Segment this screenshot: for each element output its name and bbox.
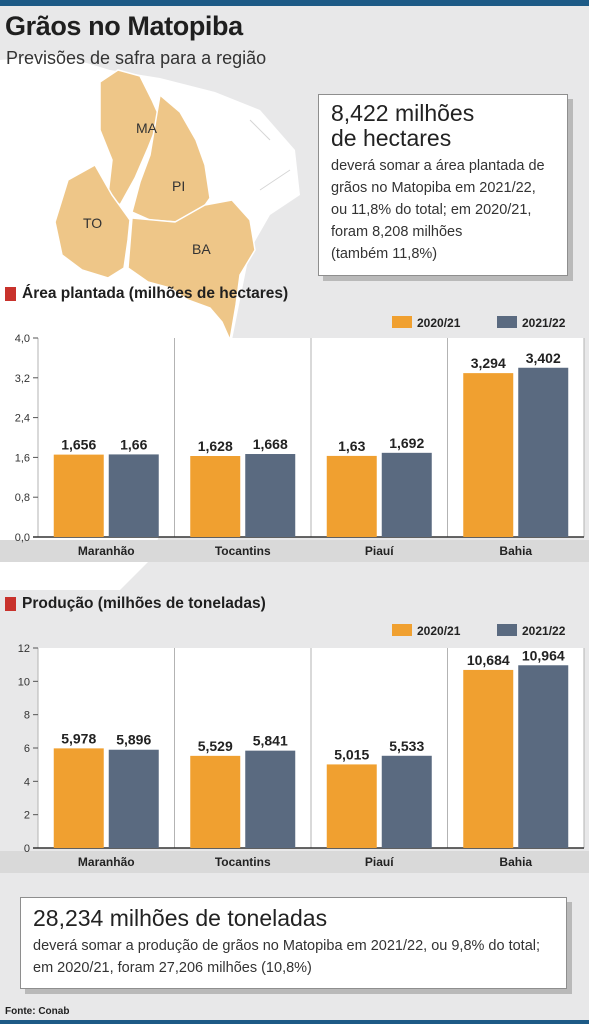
state-label-pi: PI [172, 178, 186, 194]
category-label: Tocantins [215, 855, 271, 869]
y-tick-label: 2 [24, 810, 30, 822]
callout-line: deverá somar a produção de grãos no Mato… [33, 938, 541, 954]
state-label-to: TO [83, 215, 103, 231]
legend-swatch [392, 316, 412, 328]
y-tick-label: 0,0 [15, 532, 30, 544]
chart-1-title: Área plantada (milhões de hectares) [22, 285, 289, 302]
bar [463, 373, 514, 537]
state-label-ma: MA [136, 120, 157, 136]
bar [53, 748, 104, 848]
bar-value-label: 1,63 [338, 438, 365, 454]
bar-value-label: 1,668 [253, 436, 288, 452]
bar [245, 750, 296, 848]
y-tick-label: 3,2 [15, 373, 30, 385]
bar-value-label: 1,692 [389, 435, 424, 451]
legend-swatch [497, 316, 517, 328]
heading-marker [5, 287, 16, 301]
category-strip [0, 851, 589, 873]
source-note: Fonte: Conab [5, 1006, 70, 1017]
y-tick-label: 4,0 [15, 333, 30, 345]
category-label: Maranhão [78, 544, 135, 558]
bar-value-label: 10,964 [522, 647, 565, 663]
bar [326, 764, 377, 848]
y-tick-label: 4 [24, 776, 30, 788]
chart-2-heading: Produção (milhões de toneladas) [5, 595, 266, 613]
bar [518, 367, 569, 537]
bar [108, 749, 159, 848]
chart-1-heading: Área plantada (milhões de hectares) [5, 285, 288, 303]
producao-chart: 0 2 4 6 8 10 12 5,978 5,896 Maranhão 5,529 5,841 Toc… [0, 624, 589, 873]
bottom-accent-bar [0, 1020, 589, 1024]
bar-value-label: 5,896 [116, 732, 151, 748]
bar-value-label: 5,533 [389, 738, 424, 754]
bar [518, 665, 569, 848]
state-label-ba: BA [192, 241, 211, 257]
bar-value-label: 1,66 [120, 436, 147, 452]
bar [53, 454, 104, 537]
y-tick-label: 2,4 [15, 413, 30, 425]
callout-bottom-headline: 28,234 milhões de toneladas [33, 905, 328, 931]
page-title: Grãos no Matopiba [5, 11, 243, 41]
legend-swatch [497, 624, 517, 636]
page-subtitle: Previsões de safra para a região [6, 48, 267, 68]
callout-line: foram 8,208 milhões [331, 224, 463, 240]
state-borders [39, 119, 291, 521]
bar [381, 755, 432, 848]
category-label: Piauí [365, 544, 394, 558]
legend-label: 2021/22 [522, 316, 566, 330]
state-to [54, 163, 131, 279]
y-tick-label: 0 [24, 843, 30, 855]
callout-line: em 2020/21, foram 27,206 milhões (10,8%) [33, 960, 312, 976]
bar-value-label: 10,684 [467, 652, 510, 668]
bar [326, 455, 377, 537]
category-label: Piauí [365, 855, 394, 869]
bar-value-label: 5,841 [253, 733, 288, 749]
y-tick-label: 10 [18, 676, 30, 688]
category-label: Maranhão [78, 855, 135, 869]
legend-label: 2020/21 [417, 624, 461, 638]
callout-area-plantada: 8,422 milhões de hectares deverá somar a… [318, 94, 568, 276]
y-tick-label: 0,8 [15, 492, 30, 504]
y-tick-label: 6 [24, 743, 30, 755]
callout-producao: 28,234 milhões de toneladas deverá somar… [20, 897, 567, 989]
legend-label: 2021/22 [522, 624, 566, 638]
legend-label: 2020/21 [417, 316, 461, 330]
bar-value-label: 5,015 [334, 746, 369, 762]
category-label: Bahia [499, 544, 532, 558]
y-tick-label: 8 [24, 710, 30, 722]
callout-line: (também 11,8%) [331, 246, 438, 262]
bar [190, 755, 241, 848]
state-ba [127, 199, 256, 343]
state-ma [99, 69, 161, 207]
bar [381, 452, 432, 537]
heading-marker [5, 597, 16, 611]
callout-headline-2: de hectares [331, 125, 452, 151]
y-tick-label: 1,6 [15, 452, 30, 464]
chart-2-title: Produção (milhões de toneladas) [22, 595, 266, 612]
callout-line: deverá somar a área plantada de [331, 158, 545, 174]
category-strip [0, 540, 589, 562]
area-plantada-chart: 0,0 0,8 1,6 2,4 3,2 4,0 1,656 1,66 Maranhão 1,628… [0, 316, 589, 562]
bar [245, 454, 296, 537]
top-accent-bar [0, 0, 589, 6]
category-label: Tocantins [215, 544, 271, 558]
bar-value-label: 5,529 [198, 738, 233, 754]
bar [108, 454, 159, 537]
bar-value-label: 3,402 [526, 350, 561, 366]
callout-line: grãos no Matopiba em 2021/22, [331, 180, 536, 196]
bar-value-label: 1,656 [61, 437, 96, 453]
bar-value-label: 5,978 [61, 730, 96, 746]
y-tick-label: 12 [18, 643, 30, 655]
category-label: Bahia [499, 855, 532, 869]
callout-line: ou 11,8% do total; em 2020/21, [331, 202, 532, 218]
bar-value-label: 1,628 [198, 438, 233, 454]
legend-swatch [392, 624, 412, 636]
callout-headline-1: 8,422 milhões [331, 100, 475, 126]
bar [463, 669, 514, 848]
bar [190, 456, 241, 537]
bar-value-label: 3,294 [471, 355, 506, 371]
